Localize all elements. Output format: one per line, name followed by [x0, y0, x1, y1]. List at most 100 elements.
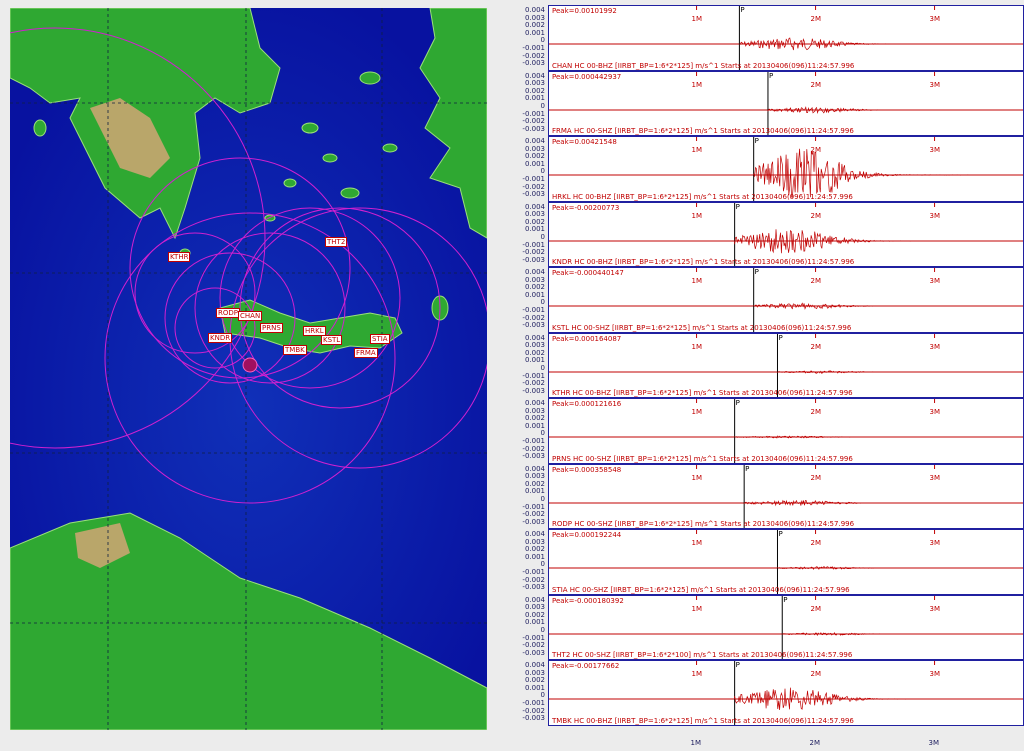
- station-label-frma[interactable]: FRMA: [354, 348, 378, 358]
- trace-info: CHAN HC 00-BHZ [IIRBT_BP=1:6*2*125] m/s^…: [552, 61, 855, 70]
- y-tick-label: -0.003: [522, 386, 545, 395]
- y-tick-label: 0.002: [524, 217, 545, 226]
- p-arrival-marker[interactable]: P: [735, 399, 740, 407]
- bottom-axis-label: 3M: [928, 739, 940, 747]
- p-arrival-marker[interactable]: P: [745, 464, 750, 473]
- peak-value: Peak=0.000442937: [552, 72, 622, 81]
- x-tick-label: 2M: [810, 473, 822, 482]
- trace-panel-kstl[interactable]: 0.004 0.003 0.002 0.001 0 -0.001 -0.002 -0.003 1…: [522, 267, 1024, 333]
- trace-panel-hrkl[interactable]: 0.004 0.003 0.002 0.001 0 -0.001 -0.002 -0.003 1…: [522, 136, 1024, 202]
- y-tick-label: 0.004: [524, 661, 545, 669]
- p-arrival-marker[interactable]: P: [754, 268, 759, 276]
- y-tick-label: 0.001: [524, 487, 545, 496]
- y-tick-label: 0.001: [524, 618, 545, 627]
- waveform-tht2: [549, 595, 1023, 659]
- station-label-rodp[interactable]: RODP: [216, 308, 240, 318]
- p-arrival-marker[interactable]: P: [768, 71, 774, 80]
- y-tick-label: 0.004: [524, 595, 545, 604]
- x-tick-label: 2M: [810, 277, 822, 285]
- p-arrival-marker[interactable]: P: [778, 333, 783, 342]
- y-tick-label: -0.002: [522, 444, 545, 453]
- waveform-frma: [549, 71, 1023, 135]
- peak-value: Peak=-0.00177662: [552, 662, 620, 670]
- p-arrival-marker[interactable]: P: [735, 661, 740, 669]
- seismogram-trace: [734, 687, 987, 711]
- seismogram-trace: [753, 148, 987, 198]
- epicenter-marker[interactable]: [242, 357, 258, 373]
- x-tick-label: 3M: [929, 146, 941, 154]
- station-label-kthr[interactable]: KTHR: [168, 252, 191, 262]
- x-tick-label: 1M: [691, 670, 703, 678]
- libya-landmass: [10, 512, 487, 730]
- waveform-rodp: [549, 464, 1023, 528]
- trace-panel-tmbk[interactable]: 0.004 0.003 0.002 0.001 0 -0.001 -0.002 -0.003 1…: [522, 660, 1024, 726]
- y-tick-label: 0.002: [524, 86, 545, 95]
- p-arrival-marker[interactable]: P: [735, 202, 740, 211]
- p-arrival-marker[interactable]: P: [778, 530, 783, 538]
- x-tick-label: 1M: [691, 15, 703, 23]
- x-tick-label: 3M: [929, 80, 941, 89]
- seismogram-trace: [739, 37, 987, 51]
- seismogram-trace: [767, 105, 987, 114]
- libya-desert-patch: [75, 523, 130, 568]
- y-tick-label: -0.003: [522, 517, 545, 526]
- station-label-kndr[interactable]: KNDR: [208, 333, 233, 343]
- waveform-panel[interactable]: 0.004 0.003 0.002 0.001 0 -0.001 -0.002 -0.003 1…: [520, 0, 1024, 751]
- y-tick-label: 0.003: [524, 472, 545, 481]
- station-label-prns[interactable]: PRNS: [260, 323, 283, 333]
- p-arrival-marker[interactable]: P: [740, 6, 745, 14]
- y-tick-label: 0.001: [524, 421, 545, 430]
- p-arrival-marker[interactable]: P: [783, 595, 788, 604]
- y-tick-label: -0.003: [522, 583, 545, 592]
- y-tick-label: -0.001: [522, 306, 545, 314]
- waveform-kstl: [549, 268, 1023, 332]
- y-tick-label: -0.001: [522, 240, 545, 249]
- trace-panel-kndr[interactable]: 0.004 0.003 0.002 0.001 0 -0.001 -0.002 -0.003 1…: [522, 201, 1024, 267]
- y-tick-label: 0.004: [524, 202, 545, 211]
- p-arrival-marker[interactable]: P: [754, 137, 759, 145]
- peak-value: Peak=0.000164087: [552, 334, 622, 343]
- waveform-kthr: [549, 333, 1023, 397]
- seismic-map[interactable]: KTHR THT2 RODP CHAN PRNS HRKL KNDR KSTL …: [10, 8, 487, 730]
- y-tick-label: 0.003: [524, 341, 545, 350]
- y-tick-label: 0: [540, 101, 545, 110]
- trace-panel-kthr[interactable]: 0.004 0.003 0.002 0.001 0 -0.001 -0.002 -0.003 1…: [522, 332, 1024, 398]
- peak-value: Peak=-0.000440147: [552, 269, 624, 277]
- trace-panel-rodp[interactable]: 0.004 0.003 0.002 0.001 0 -0.001 -0.002 -0.003 1…: [522, 463, 1024, 529]
- y-tick-label: -0.001: [522, 175, 545, 183]
- y-tick-label: 0.001: [524, 225, 545, 234]
- y-tick-label: 0.002: [524, 283, 545, 292]
- trace-info: STIA HC 00-SHZ [IIRBT_BP=1:6*2*125] m/s^…: [552, 585, 850, 594]
- peak-value: Peak=0.000192244: [552, 531, 622, 539]
- trace-panel-tht2[interactable]: 0.004 0.003 0.002 0.001 0 -0.001 -0.002 -0.003 1…: [522, 594, 1024, 660]
- y-tick-label: -0.003: [522, 124, 545, 133]
- y-tick-label: -0.002: [522, 248, 545, 257]
- station-label-hrkl[interactable]: HRKL: [303, 326, 326, 336]
- station-label-tmbk[interactable]: TMBK: [283, 345, 307, 355]
- y-tick-label: 0.004: [524, 137, 545, 145]
- y-tick-label: 0: [540, 36, 545, 45]
- y-tick-label: 0.001: [524, 94, 545, 103]
- trace-panel-chan[interactable]: 0.004 0.003 0.002 0.001 0 -0.001 -0.002 -0.003 1…: [522, 5, 1024, 71]
- peloponnese-mountains: [90, 98, 170, 178]
- y-tick-label: -0.001: [522, 109, 545, 118]
- y-tick-label: -0.003: [522, 452, 545, 461]
- trace-panel-prns[interactable]: 0.004 0.003 0.002 0.001 0 -0.001 -0.002 -0.003 1…: [522, 398, 1024, 464]
- bottom-axis-label: 2M: [809, 739, 821, 747]
- x-tick-label: 1M: [691, 80, 703, 89]
- y-tick-label: 0.002: [524, 152, 545, 161]
- trace-panel-frma[interactable]: 0.004 0.003 0.002 0.001 0 -0.001 -0.002 -0.003 1…: [522, 70, 1024, 136]
- station-label-tht2[interactable]: THT2: [325, 237, 348, 247]
- x-tick-label: 2M: [810, 670, 822, 678]
- station-label-stia[interactable]: STIA: [370, 334, 390, 344]
- y-tick-label: 0.003: [524, 537, 545, 546]
- y-tick-label: 0.003: [524, 668, 545, 677]
- y-tick-label: -0.003: [522, 59, 545, 68]
- x-tick-label: 1M: [691, 211, 703, 220]
- trace-panel-stia[interactable]: 0.004 0.003 0.002 0.001 0 -0.001 -0.002 -0.003 1…: [522, 529, 1024, 595]
- y-tick-label: -0.002: [522, 706, 545, 715]
- station-label-kstl[interactable]: KSTL: [321, 335, 343, 345]
- y-tick-label: -0.002: [522, 182, 545, 191]
- station-label-chan[interactable]: CHAN: [238, 311, 263, 321]
- waveform-tmbk: [549, 661, 1023, 725]
